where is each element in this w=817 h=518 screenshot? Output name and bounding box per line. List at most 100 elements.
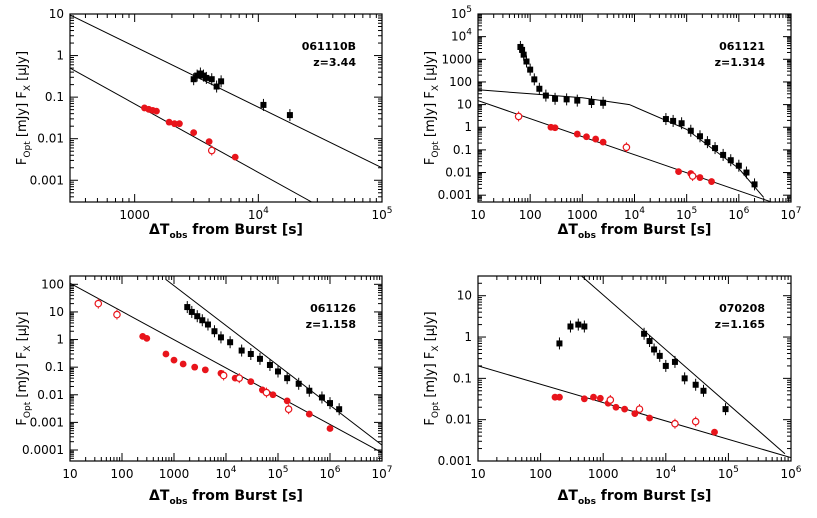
x-tick-label: 1000	[159, 467, 190, 481]
optical-open-point	[262, 388, 271, 397]
optical-open-point	[219, 371, 228, 380]
x-axis-label: ΔTobs from Burst [s]	[558, 222, 712, 241]
redshift-label: z=1.165	[715, 318, 765, 331]
x-tick-label: 105	[718, 465, 739, 481]
x-tick-label: 104	[248, 206, 269, 222]
xray-point	[651, 346, 658, 353]
y-tick-label: 0.001	[30, 173, 64, 187]
y-tick-label: 1	[56, 49, 64, 63]
xray-point	[656, 352, 663, 359]
xray-point	[203, 74, 210, 81]
optical-open-point	[207, 146, 216, 155]
optical-point	[711, 428, 718, 436]
optical-point	[179, 360, 187, 368]
x-tick-label: 106	[319, 465, 340, 481]
optical-point	[205, 138, 213, 146]
optical-open-point	[235, 374, 244, 382]
y-tick-label: 0.001	[438, 188, 472, 202]
optical-open-point	[688, 172, 697, 180]
optical-point	[170, 356, 178, 364]
xray-point	[318, 394, 325, 401]
xray-point	[588, 99, 595, 106]
data-points	[94, 298, 343, 432]
optical-point	[143, 335, 151, 342]
y-tick-label: 0.1	[45, 360, 64, 374]
xray-point	[519, 46, 526, 53]
grb-id-label: 070208	[719, 302, 765, 315]
x-tick-label: 1000	[119, 208, 150, 222]
optical-point	[231, 153, 239, 161]
optical-point	[596, 394, 604, 402]
x-tick-label: 105	[267, 465, 288, 481]
optical-point	[573, 130, 581, 138]
x-tick-label: 1000	[588, 467, 619, 481]
xray-point	[735, 162, 742, 169]
xray-point	[211, 328, 218, 335]
xray-point	[199, 317, 206, 324]
xray-point	[751, 181, 758, 188]
xray-point	[641, 330, 648, 337]
xray-point	[523, 58, 530, 65]
y-tick-label: 10	[457, 98, 472, 112]
y-tick-label: 104	[451, 28, 472, 44]
xray-point	[194, 313, 201, 320]
optical-open-point	[94, 299, 103, 308]
panel-061126: 10 100 1000 104 105 106 107 0.0001 0.001 0.01 0.1 1…	[15, 275, 393, 507]
xray-point	[520, 51, 527, 58]
grb-id-label: 061121	[719, 40, 765, 53]
y-tick-label: 1	[464, 120, 472, 134]
y-tick-label: 0.1	[453, 143, 472, 157]
xray-point	[227, 339, 234, 346]
data-points	[141, 67, 293, 161]
x-tick-label: 1000	[567, 208, 598, 222]
fit-line	[478, 89, 765, 198]
x-tick-label: 104	[624, 206, 645, 222]
y-tick-label: 0.01	[37, 132, 64, 146]
y-tick-label: 0.1	[453, 371, 472, 385]
xray-point	[696, 133, 703, 140]
xray-point	[567, 323, 574, 330]
optical-point	[201, 366, 209, 374]
xray-point	[712, 145, 719, 152]
optical-point	[551, 124, 559, 132]
optical-point	[269, 391, 277, 399]
y-tick-label: 0.001	[438, 454, 472, 468]
optical-point	[708, 178, 715, 185]
x-tick-label: 104	[215, 465, 236, 481]
x-tick-label: 10	[470, 208, 485, 222]
redshift-label: z=3.44	[313, 56, 356, 69]
xray-point	[671, 358, 678, 365]
xray-point	[247, 350, 254, 357]
y-tick-label: 1	[56, 333, 64, 347]
xray-point	[531, 76, 538, 83]
xray-point	[295, 380, 302, 387]
x-tick-label: 106	[780, 465, 801, 481]
xray-point	[581, 323, 588, 330]
xray-point	[704, 139, 711, 146]
fit-lines	[70, 279, 382, 454]
optical-point	[190, 129, 198, 137]
xray-point	[194, 72, 201, 79]
xray-point	[727, 157, 734, 164]
optical-point	[590, 393, 597, 401]
xray-point	[646, 338, 653, 345]
data-points	[551, 318, 729, 436]
y-axis-label: FOpt [mJy] FX [μJy]	[15, 311, 33, 425]
optical-point	[171, 120, 178, 128]
y-tick-label: 0.01	[445, 413, 472, 427]
optical-open-point	[514, 112, 523, 121]
xray-point	[204, 321, 211, 328]
xray-point	[563, 96, 570, 103]
optical-point	[621, 405, 629, 413]
optical-point	[191, 363, 199, 371]
optical-open-point	[622, 143, 631, 152]
y-axis-label: FOpt [mJy] FX [μJy]	[423, 51, 441, 165]
y-tick-label: 10	[457, 289, 472, 303]
fit-line	[581, 276, 786, 455]
xray-point	[266, 361, 273, 368]
optical-point	[592, 135, 600, 143]
x-tick-label: 107	[371, 465, 392, 481]
xray-point	[574, 97, 581, 104]
xray-point	[722, 406, 729, 413]
